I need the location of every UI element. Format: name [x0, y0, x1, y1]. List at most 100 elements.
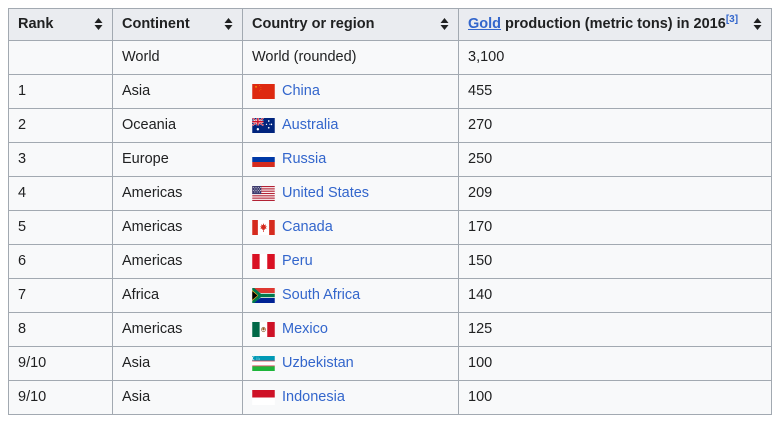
cell-country: United States — [242, 175, 459, 211]
country-cell-content: Indonesia — [252, 388, 449, 407]
cell-continent: Africa — [112, 277, 243, 313]
cell-continent: Europe — [112, 141, 243, 177]
column-header-country[interactable]: Country or region — [242, 8, 459, 41]
cell-country: Mexico — [242, 311, 459, 347]
column-header-continent-label: Continent — [122, 16, 190, 32]
country-link[interactable]: Russia — [282, 150, 327, 167]
flag-canada-icon — [252, 219, 275, 235]
gold-production-table: Rank Continent — [8, 8, 772, 415]
country-link[interactable]: Indonesia — [282, 388, 345, 405]
country-link[interactable]: Uzbekistan — [282, 354, 354, 371]
cell-production: 3,100 — [458, 39, 772, 75]
column-header-production[interactable]: Gold production (metric tons) in 2016[3] — [458, 8, 772, 41]
cell-rank: 2 — [8, 107, 113, 143]
country-cell-content: China — [252, 82, 449, 101]
cell-production: 170 — [458, 209, 772, 245]
country-cell-content: South Africa — [252, 286, 449, 305]
column-header-rank-label: Rank — [18, 16, 54, 32]
flag-uzbekistan-icon — [252, 355, 275, 371]
cell-rank: 6 — [8, 243, 113, 279]
flag-united-states-icon — [252, 185, 275, 201]
table-row: World World (rounded) 3,100 — [8, 39, 772, 75]
country-cell-content: Peru — [252, 252, 449, 271]
flag-australia-icon — [252, 117, 275, 133]
cell-production: 100 — [458, 345, 772, 381]
table-row: 4 Americas United States 209 — [8, 175, 772, 211]
cell-continent: Americas — [112, 243, 243, 279]
gold-production-table-container: Rank Continent — [8, 8, 772, 415]
table-row: 6 Americas Peru 150 — [8, 243, 772, 279]
reference-link-3[interactable]: [3] — [725, 14, 739, 26]
reference-marker-3[interactable]: [3] — [726, 14, 738, 25]
country-cell-content: Uzbekistan — [252, 354, 449, 373]
cell-production: 140 — [458, 277, 772, 313]
cell-production: 100 — [458, 379, 772, 415]
cell-continent: Americas — [112, 209, 243, 245]
cell-rank: 8 — [8, 311, 113, 347]
cell-country: Russia — [242, 141, 459, 177]
flag-indonesia-icon — [252, 389, 275, 405]
column-header-production-label: production (metric tons) in 2016 — [501, 16, 726, 32]
table-header: Rank Continent — [8, 8, 772, 41]
column-header-continent[interactable]: Continent — [112, 8, 243, 41]
country-cell-content: Russia — [252, 150, 449, 169]
country-link[interactable]: Australia — [282, 116, 339, 133]
table-row: 9/10 Asia Uzbekistan 100 — [8, 345, 772, 381]
table-body: World World (rounded) 3,100 1 Asia China 455 2… — [8, 39, 772, 415]
cell-country: Peru — [242, 243, 459, 279]
flag-south-africa-icon — [252, 287, 275, 303]
table-row: 8 Americas Mexico 125 — [8, 311, 772, 347]
table-row: 2 Oceania Australia 270 — [8, 107, 772, 143]
cell-rank: 9/10 — [8, 379, 113, 415]
gold-link[interactable]: Gold — [468, 16, 502, 32]
cell-rank: 9/10 — [8, 345, 113, 381]
cell-country: Canada — [242, 209, 459, 245]
sort-both-icon[interactable] — [752, 17, 763, 31]
country-link[interactable]: Canada — [282, 218, 333, 235]
cell-continent: Americas — [112, 175, 243, 211]
cell-continent: World — [112, 39, 243, 75]
cell-continent: Oceania — [112, 107, 243, 143]
cell-continent: Asia — [112, 345, 243, 381]
flag-peru-icon — [252, 253, 275, 269]
cell-rank: 5 — [8, 209, 113, 245]
column-header-country-label: Country or region — [252, 16, 375, 32]
cell-production: 150 — [458, 243, 772, 279]
cell-continent: Asia — [112, 73, 243, 109]
cell-rank — [8, 39, 113, 75]
country-cell-content: United States — [252, 184, 449, 203]
cell-country: World (rounded) — [242, 39, 459, 75]
country-link[interactable]: China — [282, 82, 320, 99]
cell-country: China — [242, 73, 459, 109]
sort-both-icon[interactable] — [93, 17, 104, 31]
cell-production: 455 — [458, 73, 772, 109]
country-label: World (rounded) — [252, 48, 357, 65]
country-link[interactable]: Peru — [282, 252, 313, 269]
cell-rank: 4 — [8, 175, 113, 211]
cell-country: Australia — [242, 107, 459, 143]
cell-rank: 1 — [8, 73, 113, 109]
cell-rank: 7 — [8, 277, 113, 313]
country-link[interactable]: United States — [282, 184, 370, 201]
sort-both-icon[interactable] — [439, 17, 450, 31]
cell-continent: Americas — [112, 311, 243, 347]
cell-rank: 3 — [8, 141, 113, 177]
column-header-rank[interactable]: Rank — [8, 8, 113, 41]
country-link[interactable]: South Africa — [282, 286, 361, 303]
cell-production: 270 — [458, 107, 772, 143]
table-row: 9/10 Asia Indonesia 100 — [8, 379, 772, 415]
cell-country: Uzbekistan — [242, 345, 459, 381]
cell-country: South Africa — [242, 277, 459, 313]
country-cell-content: Canada — [252, 218, 449, 237]
table-row: 5 Americas Canada 170 — [8, 209, 772, 245]
flag-russia-icon — [252, 151, 275, 167]
country-link[interactable]: Mexico — [282, 320, 328, 337]
cell-country: Indonesia — [242, 379, 459, 415]
table-row: 1 Asia China 455 — [8, 73, 772, 109]
country-cell-content: Australia — [252, 116, 449, 135]
cell-continent: Asia — [112, 379, 243, 415]
cell-production: 250 — [458, 141, 772, 177]
country-cell-content: Mexico — [252, 320, 449, 339]
cell-production: 209 — [458, 175, 772, 211]
sort-both-icon[interactable] — [223, 17, 234, 31]
